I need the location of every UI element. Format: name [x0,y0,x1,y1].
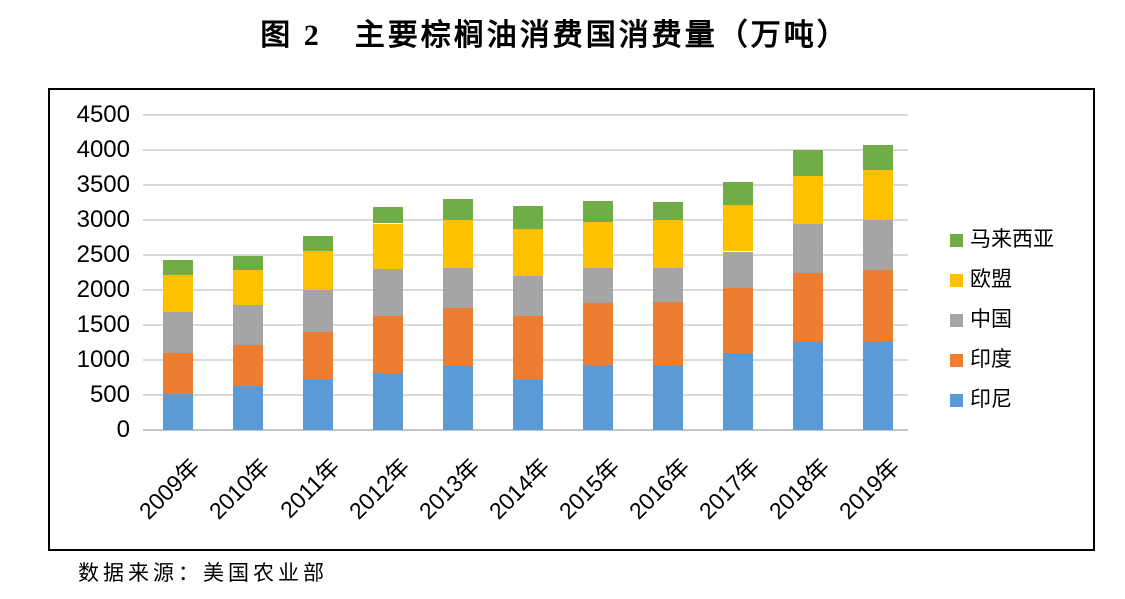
bar-segment-4 [863,169,893,220]
bar-segment-2 [443,307,473,366]
bar-segment-3 [583,268,613,303]
x-axis-tick-label: 2009年 [133,453,205,525]
bar-segment-2 [513,315,543,380]
bar-segment-1 [653,365,683,430]
legend-label: 中国 [970,308,1012,331]
x-axis-tick-label: 2016年 [623,453,695,525]
data-source-note: 数据来源：美国农业部 [78,561,328,585]
bar-segment-2 [583,302,613,365]
bar-segment-5 [653,202,683,220]
bar-segment-5 [863,145,893,170]
bar-segment-3 [723,251,753,289]
bar-segment-1 [163,393,193,430]
bar-segment-5 [513,205,543,230]
bar-segment-1 [723,353,753,430]
bar-segment-3 [443,268,473,308]
gridline [143,149,908,151]
bar-segment-1 [233,385,263,430]
x-axis-tick-label: 2017年 [693,453,765,525]
bar-segment-3 [793,223,823,273]
bar-segment-4 [163,274,193,313]
y-axis-tick-label: 1500 [76,311,130,338]
legend-swatch-icon [950,353,963,367]
x-axis-tick-label: 2014年 [483,453,555,525]
legend-label: 马来西亚 [970,228,1054,251]
y-axis-tick-label: 4000 [76,136,130,163]
legend-item: 马来西亚 [950,228,1054,252]
bar-segment-3 [163,312,193,354]
legend-item: 印度 [950,348,1012,372]
bar-segment-3 [303,290,333,332]
bar-segment-1 [863,340,893,430]
x-axis-tick-label: 2018年 [763,453,835,525]
bar-segment-4 [303,251,333,290]
bar-segment-1 [373,372,403,430]
bar-segment-2 [303,331,333,380]
bar-segment-3 [653,267,683,302]
bar-segment-5 [163,259,193,275]
legend-swatch-icon [950,233,963,247]
bar-segment-1 [513,379,543,430]
bar-segment-1 [443,365,473,430]
bar-segment-2 [653,301,683,366]
legend-item: 欧盟 [950,268,1012,292]
y-axis-tick-label: 500 [89,381,130,408]
bar-segment-4 [513,229,543,276]
bar-segment-5 [373,206,403,224]
chart-frame: 4500 4000 3500 3000 2500 2000 1500 1000 500 0 200… [48,88,1095,551]
y-axis-tick-label: 1000 [76,346,130,373]
x-axis-tick-label: 2013年 [413,453,485,525]
y-axis-tick-label: 3500 [76,171,130,198]
bar-segment-1 [793,341,823,430]
x-axis-tick-label: 2019年 [833,453,905,525]
bar-segment-1 [303,379,333,430]
bar-segment-4 [793,175,823,224]
legend-swatch-icon [950,273,963,287]
bar-segment-2 [233,344,263,386]
bar-segment-4 [583,222,613,269]
bar-segment-2 [163,353,193,394]
bar-segment-5 [583,201,613,223]
x-axis-tick-label: 2010年 [203,453,275,525]
bar-segment-3 [233,305,263,345]
legend-item: 印尼 [950,388,1012,412]
bar-segment-5 [793,150,823,176]
y-axis-tick-label: 4500 [76,101,130,128]
bar-segment-4 [653,220,683,268]
bar-segment-3 [513,276,543,316]
y-axis-tick-label: 3000 [76,206,130,233]
y-axis-tick-label: 2500 [76,241,130,268]
bar-segment-5 [443,199,473,220]
legend-label: 印尼 [970,388,1012,411]
bar-segment-4 [233,270,263,306]
bar-segment-5 [723,181,753,205]
bar-segment-4 [723,204,753,252]
bar-segment-5 [233,256,263,271]
x-axis-tick-label: 2015年 [553,453,625,525]
bar-segment-4 [443,220,473,269]
legend-item: 中国 [950,308,1012,332]
y-axis-tick-label: 2000 [76,276,130,303]
bar-segment-2 [723,288,753,353]
gridline [143,429,908,431]
bar-segment-2 [863,270,893,341]
bar-segment-3 [863,220,893,271]
y-axis-tick-label: 0 [116,416,130,443]
legend-swatch-icon [950,393,963,407]
gridline [143,114,908,116]
chart-title: 图 2 主要棕榈油消费国消费量（万吨） [260,19,850,52]
legend-swatch-icon [950,313,963,327]
x-axis-tick-label: 2012年 [343,453,415,525]
bar-segment-2 [373,315,403,373]
bar-segment-5 [303,236,333,252]
legend-label: 欧盟 [970,268,1012,291]
x-axis-tick-label: 2011年 [275,453,345,523]
bar-segment-1 [583,364,613,430]
gridline [143,184,908,186]
bar-segment-4 [373,223,403,270]
bar-segment-2 [793,272,823,342]
legend-label: 印度 [970,348,1012,371]
bar-segment-3 [373,269,403,316]
